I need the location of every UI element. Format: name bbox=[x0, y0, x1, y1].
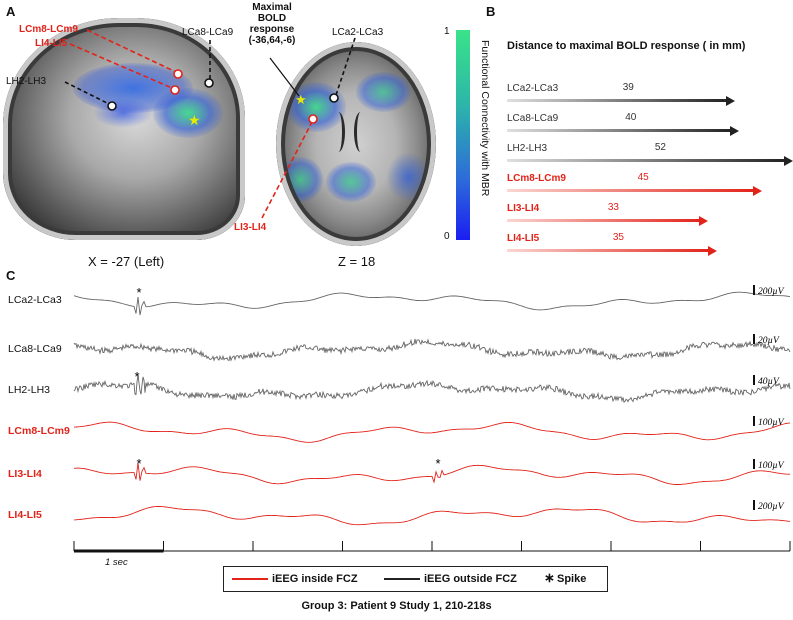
distance-value: 52 bbox=[654, 142, 666, 153]
distance-arrow bbox=[507, 219, 701, 222]
eeg-trace bbox=[73, 506, 791, 526]
eeg-traces: 200µV 20µV 40µV 100µV 100µV 200µV * * * * bbox=[73, 285, 791, 553]
distance-arrowhead bbox=[784, 155, 793, 166]
panel-c-letter: C bbox=[6, 268, 16, 283]
distance-row-label: LI4-LI5 bbox=[507, 233, 540, 244]
legend-outside: iEEG outside FCZ bbox=[424, 573, 517, 585]
panel-a-annotation-lines bbox=[64, 29, 356, 219]
distance-arrowhead bbox=[707, 245, 717, 256]
trace-label: LCm8-LCm9 bbox=[8, 425, 70, 437]
distance-value: 40 bbox=[625, 112, 637, 123]
colorbar-title: Functional Connectivity with MBR bbox=[479, 40, 491, 197]
label-li3-li4: LI3-LI4 bbox=[234, 222, 267, 233]
spike-marker: * bbox=[435, 456, 440, 471]
eeg-trace bbox=[73, 421, 791, 443]
legend-spike-symbol: ∗ bbox=[544, 570, 555, 585]
distance-value: 33 bbox=[607, 202, 619, 213]
trace-label: LI3-LI4 bbox=[8, 468, 42, 480]
distance-arrow bbox=[507, 189, 755, 192]
eeg-trace bbox=[73, 291, 791, 316]
time-scale-label: 1 sec bbox=[105, 557, 128, 568]
amplitude-scale-label: 200µV bbox=[758, 502, 785, 512]
label-li4-li5: LI4-LI5 bbox=[35, 38, 68, 49]
eeg-trace bbox=[73, 462, 790, 485]
distance-arrow bbox=[507, 129, 732, 132]
trace-label: LCa8-LCa9 bbox=[8, 343, 62, 355]
eeg-trace bbox=[73, 338, 791, 362]
distance-arrow bbox=[507, 99, 728, 102]
panel-b-letter: B bbox=[486, 4, 496, 19]
colorbar-max-label: 1 bbox=[444, 26, 450, 37]
label-lh2-lh3: LH2-LH3 bbox=[6, 76, 47, 87]
spike-marker: * bbox=[134, 369, 139, 384]
distance-arrowhead bbox=[698, 215, 708, 226]
legend: iEEG inside FCZ iEEG outside FCZ ∗ Spike bbox=[223, 566, 608, 592]
label-lca2-lca3: LCa2-LCa3 bbox=[332, 27, 384, 38]
sagittal-mri-image bbox=[3, 18, 245, 240]
amplitude-scale-label: 100µV bbox=[758, 461, 785, 471]
trace-label: LH2-LH3 bbox=[8, 384, 51, 396]
trace-label: LI4-LI5 bbox=[8, 509, 42, 521]
spike-marker: * bbox=[136, 456, 141, 471]
distance-value: 39 bbox=[622, 82, 634, 93]
figure-footer: Group 3: Patient 9 Study 1, 210-218s bbox=[301, 600, 492, 612]
legend-inside: iEEG inside FCZ bbox=[272, 573, 358, 585]
distance-value: 45 bbox=[637, 172, 649, 183]
mbr-star-icon: ★ bbox=[188, 112, 201, 128]
eeg-trace bbox=[73, 374, 791, 403]
legend-spike: Spike bbox=[557, 573, 587, 585]
axial-caption: Z = 18 bbox=[338, 254, 376, 269]
label-lcm8-lcm9: LCm8-LCm9 bbox=[19, 24, 78, 35]
amplitude-scale-label: 100µV bbox=[758, 418, 785, 428]
axial-mri-image bbox=[276, 42, 436, 246]
distance-title: Distance to maximal BOLD response ( in m… bbox=[507, 40, 746, 52]
sagittal-caption: X = -27 (Left) bbox=[88, 254, 165, 269]
trace-label: LCa2-LCa3 bbox=[8, 294, 62, 306]
axial-mbr-star-icon: ★ bbox=[295, 92, 307, 107]
distance-arrow bbox=[507, 249, 710, 252]
distance-row-label: LCm8-LCm9 bbox=[507, 173, 566, 184]
distance-arrowhead bbox=[730, 125, 739, 136]
label-maximal-bold: Maximal BOLD response (-36,64,-6) bbox=[248, 2, 296, 46]
amplitude-scale-label: 20µV bbox=[758, 336, 780, 346]
amplitude-scale-label: 200µV bbox=[758, 287, 785, 297]
distance-arrowhead bbox=[752, 185, 762, 196]
distance-value: 35 bbox=[612, 232, 624, 243]
panel-a-letter: A bbox=[6, 4, 16, 19]
distance-row-label: LCa2-LCa3 bbox=[507, 83, 559, 94]
legend-black-line bbox=[384, 578, 420, 580]
label-lca8-lca9: LCa8-LCa9 bbox=[182, 27, 234, 38]
distance-row-label: LI3-LI4 bbox=[507, 203, 540, 214]
spike-marker: * bbox=[136, 285, 141, 300]
distance-arrowhead bbox=[725, 95, 735, 106]
colorbar-min-label: 0 bbox=[444, 231, 450, 242]
distance-row-label: LCa8-LCa9 bbox=[507, 113, 559, 124]
legend-red-line bbox=[232, 578, 268, 580]
amplitude-scale-label: 40µV bbox=[758, 377, 780, 387]
distance-arrow bbox=[507, 159, 786, 162]
colorbar bbox=[456, 30, 470, 240]
distance-row-label: LH2-LH3 bbox=[507, 143, 548, 154]
